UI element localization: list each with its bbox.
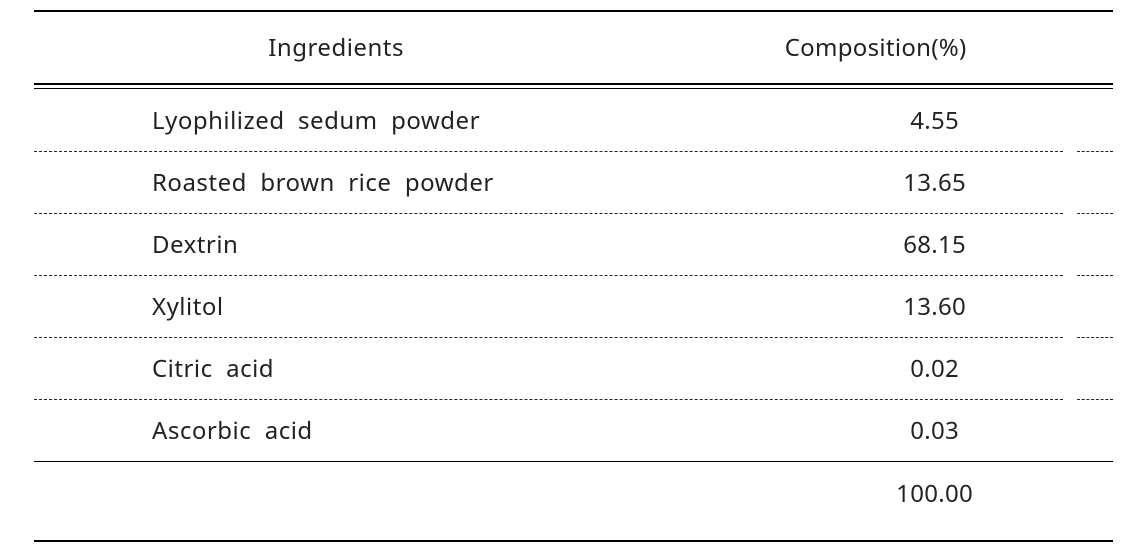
table-row: Roasted brown rice powder 13.65 (34, 151, 1113, 213)
cell-total: 100.00 (756, 477, 1113, 510)
table-row: Citric acid 0.02 (34, 337, 1113, 399)
table-row: Ascorbic acid 0.03 (34, 399, 1113, 461)
cell-composition: 13.60 (756, 290, 1113, 323)
cell-composition: 0.02 (756, 352, 1113, 385)
cell-composition: 0.03 (756, 414, 1113, 447)
table-header-row: Ingredients Composition(%) (34, 12, 1113, 82)
cell-composition: 68.15 (756, 228, 1113, 261)
cell-ingredient: Citric acid (34, 352, 756, 385)
cell-ingredient: Dextrin (34, 228, 756, 261)
composition-table: Ingredients Composition(%) Lyophilized s… (34, 10, 1113, 542)
table-row: Lyophilized sedum powder 4.55 (34, 89, 1113, 151)
col-header-ingredients: Ingredients (34, 31, 638, 64)
col-header-composition: Composition(%) (638, 31, 1113, 64)
cell-composition: 13.65 (756, 166, 1113, 199)
cell-composition: 4.55 (756, 104, 1113, 137)
cell-ingredient: Roasted brown rice powder (34, 166, 756, 199)
table-row: Xylitol 13.60 (34, 275, 1113, 337)
cell-ingredient: Ascorbic acid (34, 414, 756, 447)
cell-ingredient: Xylitol (34, 290, 756, 323)
table-total-row: 100.00 (34, 462, 1113, 524)
cell-ingredient: Lyophilized sedum powder (34, 104, 756, 137)
table-row: Dextrin 68.15 (34, 213, 1113, 275)
